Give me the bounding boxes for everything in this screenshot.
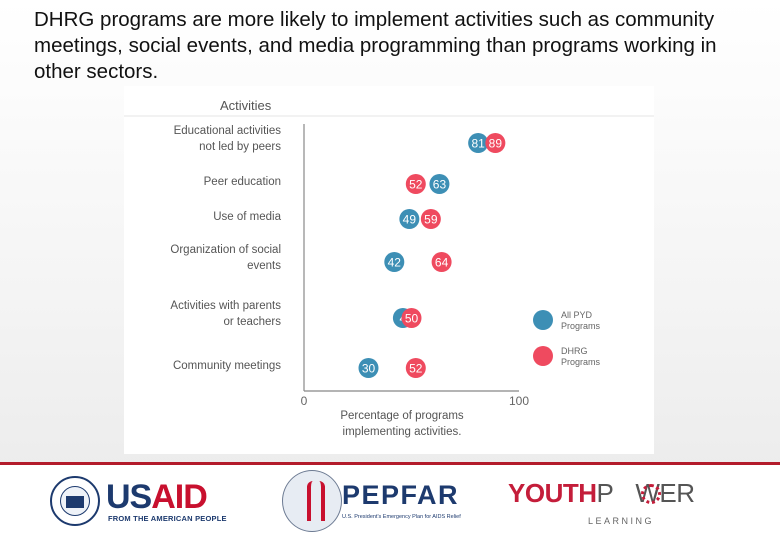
dot-dhrg xyxy=(405,358,426,378)
category-label: Community meetings xyxy=(173,360,281,372)
dot-pyd xyxy=(358,358,379,378)
dot-value-label: 42 xyxy=(388,256,402,270)
category-label: Activities with parents xyxy=(170,300,281,312)
chart-panel: Activities 0 100 Percentage of programs impl… xyxy=(124,86,654,454)
x-tick-label: 100 xyxy=(509,394,529,408)
x-tick-label: 0 xyxy=(301,394,308,408)
dot-pyd xyxy=(429,174,450,194)
dot-value-label: 64 xyxy=(435,256,449,270)
category-label: or teachers xyxy=(223,316,281,328)
dot-value-label: 59 xyxy=(424,213,438,227)
slide-headline: DHRG programs are more likely to impleme… xyxy=(34,8,717,83)
pepfar-globe-icon xyxy=(282,470,342,532)
pepfar-wordmark: PEPFAR xyxy=(342,480,460,510)
dot-value-label: 50 xyxy=(405,312,419,326)
dot-dhrg xyxy=(420,209,441,229)
dot-value-label: 52 xyxy=(409,178,423,192)
dot-pyd xyxy=(468,133,489,153)
x-axis-label-line: implementing activities. xyxy=(343,426,462,438)
youthpower-wordmark: YOUTHP WER xyxy=(508,478,695,509)
dot-dhrg xyxy=(431,252,452,272)
usaid-wordmark: USAID xyxy=(106,478,208,517)
x-axis-label-line: Percentage of programs xyxy=(340,410,464,422)
youthpower-flower-icon xyxy=(641,484,661,504)
dot-value-label: 30 xyxy=(362,362,376,376)
usaid-tagline: FROM THE AMERICAN PEOPLE xyxy=(108,514,227,523)
category-label: Educational activities xyxy=(174,125,282,137)
youthpower-wordmark-left: YOUTH xyxy=(508,478,597,508)
usaid-seal-shield xyxy=(66,496,84,508)
dot-value-label: 52 xyxy=(409,362,423,376)
dot-chart: Activities 0 100 Percentage of programs impl… xyxy=(124,98,654,438)
footer-divider xyxy=(0,462,780,465)
legend-swatch xyxy=(533,310,553,330)
category-label: events xyxy=(247,260,281,272)
category-label: Use of media xyxy=(213,211,281,223)
chart-title: Activities xyxy=(220,98,272,113)
dot-pyd xyxy=(384,252,405,272)
dot-dhrg xyxy=(485,133,506,153)
dot-pyd xyxy=(399,209,420,229)
usaid-wordmark-right: AID xyxy=(151,478,208,516)
usaid-wordmark-left: US xyxy=(106,478,152,516)
usaid-logo: USAID FROM THE AMERICAN PEOPLE xyxy=(50,476,240,528)
usaid-seal-icon xyxy=(50,476,100,526)
legend-label: Programs xyxy=(561,321,601,331)
legend-label: All PYD xyxy=(561,310,593,320)
dot-value-label: 89 xyxy=(489,137,503,151)
category-label: Peer education xyxy=(204,176,281,188)
footer-logos: USAID FROM THE AMERICAN PEOPLE PEPFAR U.… xyxy=(0,462,780,540)
dot-value-label: 63 xyxy=(433,178,447,192)
youthpower-wordmark-p: P xyxy=(596,478,614,508)
legend-label: Programs xyxy=(561,357,601,367)
dot-dhrg xyxy=(405,174,426,194)
pepfar-tagline: U.S. President's Emergency Plan for AIDS… xyxy=(342,514,461,520)
legend-label: DHRG xyxy=(561,346,588,356)
dot-value-label: 81 xyxy=(471,137,485,151)
category-label: Organization of social xyxy=(170,244,281,256)
dot-dhrg xyxy=(401,308,422,328)
youthpower-tagline: LEARNING xyxy=(588,516,655,526)
category-label: not led by peers xyxy=(199,141,281,153)
usaid-seal-center xyxy=(60,486,90,516)
legend-swatch xyxy=(533,346,553,366)
awareness-ribbon-icon xyxy=(307,481,325,521)
dot-value-label: 49 xyxy=(403,213,417,227)
pepfar-logo: PEPFAR U.S. President's Emergency Plan f… xyxy=(282,470,472,532)
youthpower-logo: YOUTHP WER LEARNING xyxy=(508,478,738,538)
